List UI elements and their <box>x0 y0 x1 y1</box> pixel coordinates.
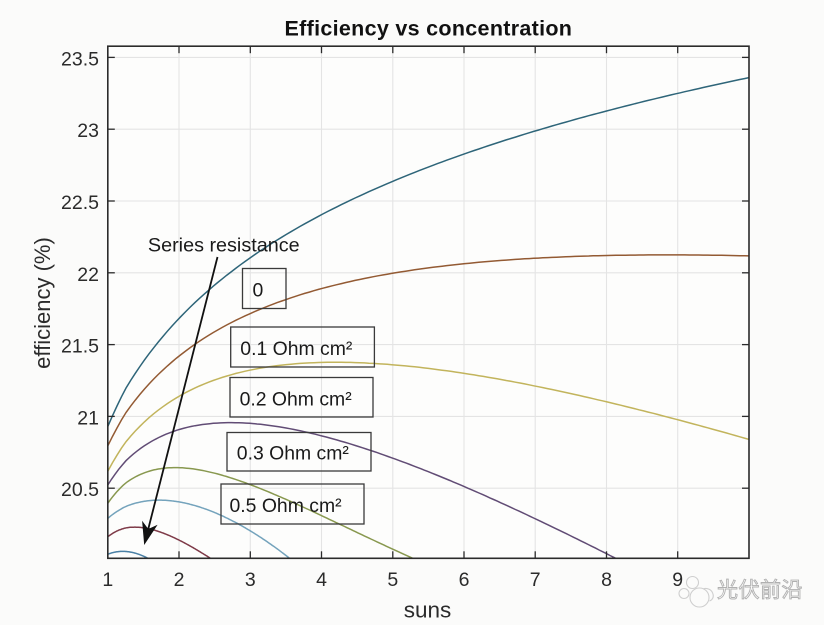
svg-text:6: 6 <box>459 569 470 591</box>
svg-text:0: 0 <box>253 280 264 302</box>
svg-text:20.5: 20.5 <box>61 479 99 501</box>
svg-text:1: 1 <box>102 569 113 591</box>
svg-text:22: 22 <box>77 264 99 286</box>
svg-text:7: 7 <box>530 569 541 591</box>
svg-text:0.5 Ohm cm²: 0.5 Ohm cm² <box>230 495 343 517</box>
svg-text:efficiency (%): efficiency (%) <box>30 237 55 369</box>
svg-text:3: 3 <box>245 569 256 591</box>
svg-text:2: 2 <box>174 569 185 591</box>
svg-text:23: 23 <box>77 120 99 142</box>
svg-text:21: 21 <box>77 407 99 429</box>
svg-text:0.3 Ohm cm²: 0.3 Ohm cm² <box>237 443 350 465</box>
svg-text:4: 4 <box>316 569 327 591</box>
svg-text:5: 5 <box>387 569 398 591</box>
svg-text:光伏前沿: 光伏前沿 <box>717 579 803 602</box>
svg-text:22.5: 22.5 <box>61 192 99 214</box>
svg-text:23.5: 23.5 <box>61 48 99 70</box>
svg-text:Series resistance: Series resistance <box>148 235 300 257</box>
svg-text:0.2 Ohm cm²: 0.2 Ohm cm² <box>240 389 353 411</box>
svg-text:suns: suns <box>404 598 452 623</box>
svg-text:21.5: 21.5 <box>61 336 99 358</box>
svg-text:8: 8 <box>601 569 612 591</box>
svg-text:0.1 Ohm cm²: 0.1 Ohm cm² <box>240 338 353 360</box>
svg-text:9: 9 <box>672 569 683 591</box>
svg-text:Efficiency vs concentration: Efficiency vs concentration <box>285 16 573 40</box>
